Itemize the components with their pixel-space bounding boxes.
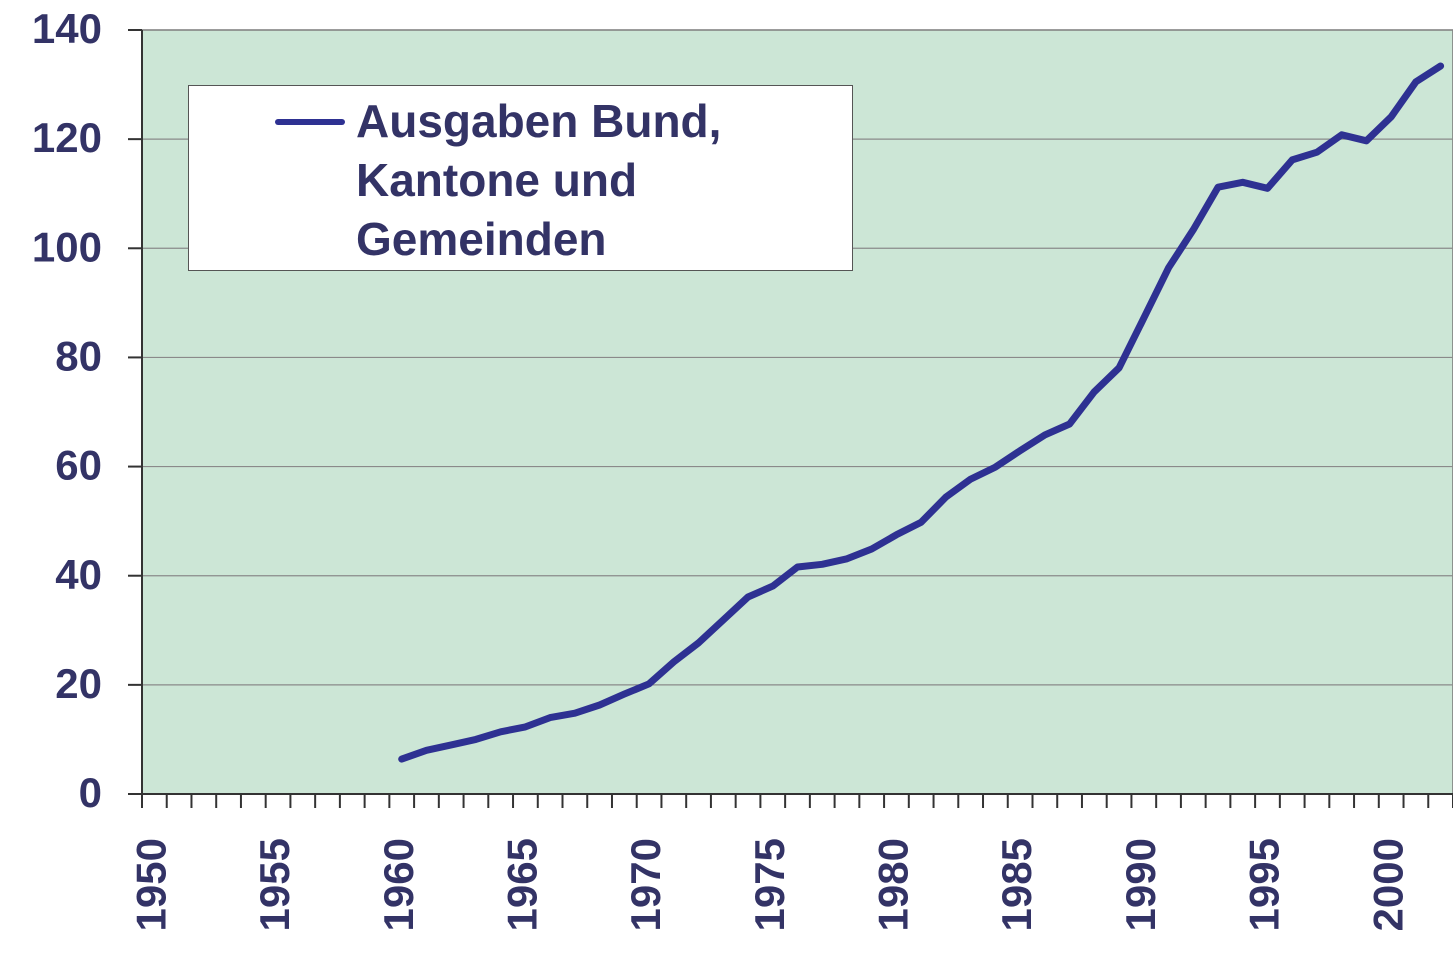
x-tick-label: 1975 [746,838,793,931]
y-tick-label: 60 [55,442,102,489]
legend-label: Ausgaben Bund, Kantone und Gemeinden [356,95,722,265]
y-tick-label: 120 [32,114,102,161]
x-tick-label: 1980 [870,838,917,931]
y-tick-label: 40 [55,551,102,598]
x-tick-label: 1990 [1117,838,1164,931]
y-tick-label: 20 [55,660,102,707]
x-tick-label: 1970 [622,838,669,931]
x-tick-label: 1950 [127,838,174,931]
x-tick-label: 1965 [498,838,545,931]
x-tick-label: 2000 [1364,838,1411,931]
y-tick-label: 80 [55,333,102,380]
y-tick-label: 140 [32,5,102,52]
x-tick-label: 1960 [375,838,422,931]
y-tick-label: 100 [32,223,102,270]
x-tick-label: 1985 [993,838,1040,931]
legend-swatch [275,119,345,125]
x-tick-label: 1955 [251,838,298,931]
x-tick-label: 1995 [1241,838,1288,931]
legend: Ausgaben Bund, Kantone und Gemeinden [188,85,853,271]
y-tick-label: 0 [79,769,102,816]
data-line [398,62,1445,763]
